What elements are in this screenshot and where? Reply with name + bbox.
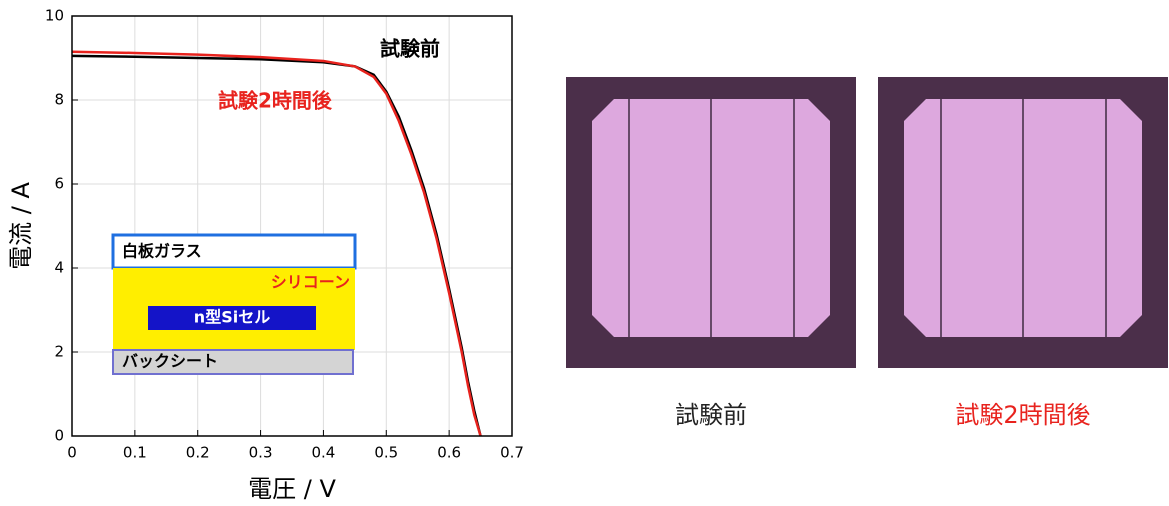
y-tick-label: 8	[54, 91, 64, 109]
y-axis-label: 電流 / A	[7, 182, 35, 270]
x-tick-label: 0.3	[249, 444, 273, 462]
y-tick-label: 10	[45, 7, 64, 25]
series-line	[72, 50, 482, 436]
x-tick-label: 0	[67, 444, 77, 462]
plot-frame	[71, 15, 513, 437]
backsheet-layer	[112, 349, 354, 375]
photos	[566, 77, 1168, 368]
inset-label: n型Siセル	[194, 308, 270, 327]
plot-lines	[72, 50, 482, 436]
y-tick-label: 0	[54, 427, 64, 445]
y-tick-label: 6	[54, 175, 64, 193]
inset-label: 白板ガラス	[122, 242, 202, 261]
y-tick-label: 2	[54, 343, 64, 361]
x-tick-label: 0.7	[500, 444, 524, 462]
annotation: 試験前	[380, 37, 440, 61]
x-tick-label: 0.5	[374, 444, 398, 462]
photo-caption: 試験前	[675, 401, 747, 429]
cell-layer	[148, 306, 316, 330]
inset-label: シリコーン	[271, 273, 350, 292]
x-tick-label: 0.4	[311, 444, 335, 462]
x-axis-label: 電圧 / V	[248, 475, 336, 503]
annotation: 試験2時間後	[218, 89, 333, 113]
x-tick-label: 0.1	[123, 444, 147, 462]
inset-diagram: 白板ガラス シリコーン n型Siセル バックシート	[111, 233, 357, 375]
y-tick-label: 4	[54, 259, 64, 277]
photo-caption: 試験2時間後	[955, 401, 1090, 429]
x-tick-label: 0.2	[186, 444, 210, 462]
x-tick-label: 0.6	[437, 444, 461, 462]
inset-label: バックシート	[122, 352, 218, 371]
